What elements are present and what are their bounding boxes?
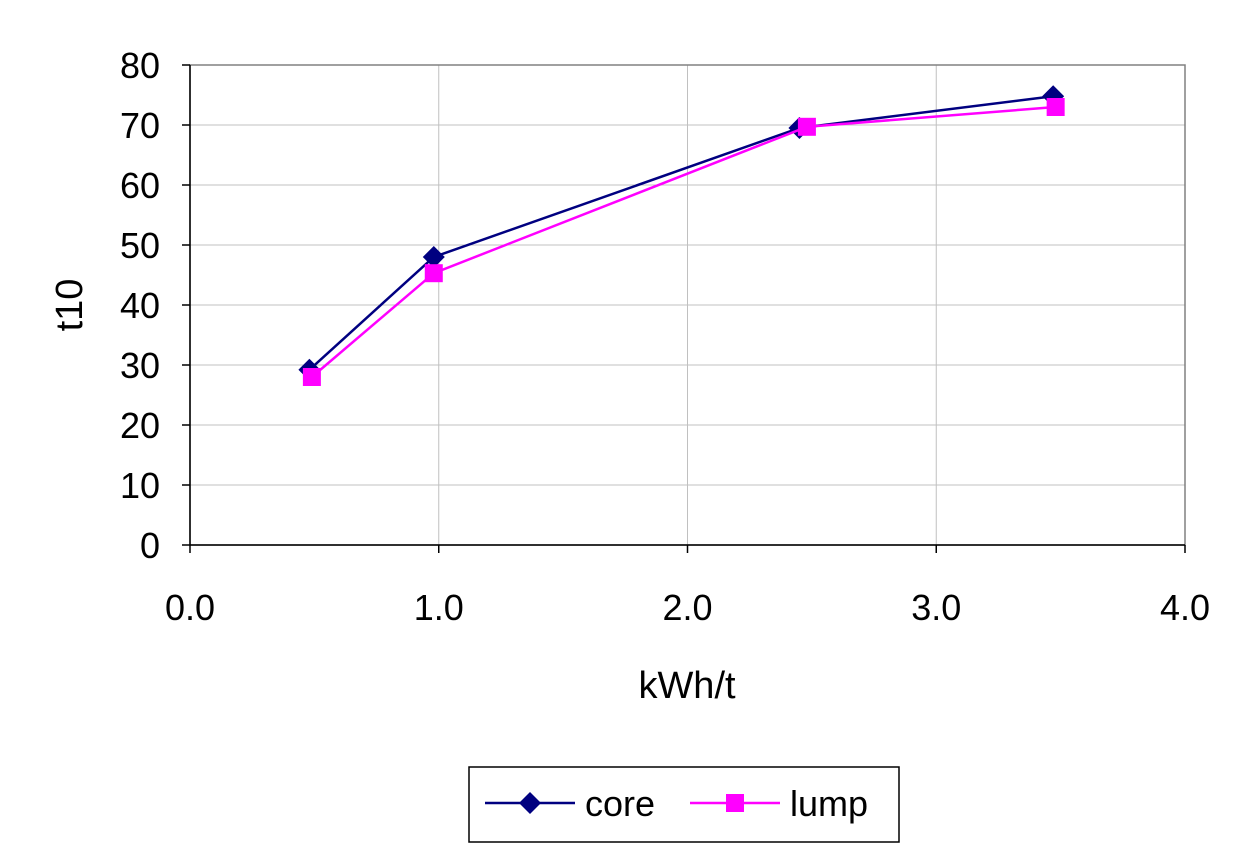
data-point-core <box>422 246 445 268</box>
legend-label: core <box>585 783 655 824</box>
series-line-core <box>308 94 1054 371</box>
data-point-lump <box>797 117 816 136</box>
data-point-lump <box>302 368 321 386</box>
data-point-lump <box>424 264 443 283</box>
x-tick-label: 2.0 <box>662 587 712 628</box>
legend-marker <box>519 792 541 814</box>
legend-item-core: core <box>485 783 655 824</box>
x-tick-label: 1.0 <box>414 587 464 628</box>
y-tick-label: 10 <box>120 465 160 506</box>
x-tick-label: 3.0 <box>911 587 961 628</box>
series-core <box>298 85 1065 381</box>
y-tick-label: 40 <box>120 285 160 326</box>
legend-marker <box>726 794 744 812</box>
y-tick-label: 50 <box>120 225 160 266</box>
y-tick-label: 80 <box>120 45 160 86</box>
series-layer <box>298 85 1065 386</box>
y-tick-label: 20 <box>120 405 160 446</box>
data-point-lump <box>1046 98 1065 116</box>
legend-label: lump <box>790 783 868 824</box>
legend-box <box>468 766 900 843</box>
series-lump <box>302 98 1065 386</box>
y-axis-label: t10 <box>49 279 91 332</box>
y-tick-label: 70 <box>120 105 160 146</box>
series-line-lump <box>311 105 1056 378</box>
legend-item-lump: lump <box>690 783 868 824</box>
axes: 0 10 20 30 40 50 60 70 80 0.0 1.0 2.0 3.0 4.0 <box>120 45 1210 628</box>
y-tick-label: 0 <box>140 525 160 566</box>
x-tick-label: 0.0 <box>165 587 215 628</box>
y-tick-label: 30 <box>120 345 160 386</box>
gridlines <box>190 65 1185 545</box>
x-axis-label: kWh/t <box>638 665 736 707</box>
x-tick-label: 4.0 <box>1160 587 1210 628</box>
y-tick-label: 60 <box>120 165 160 206</box>
legend: core lump <box>468 766 900 843</box>
